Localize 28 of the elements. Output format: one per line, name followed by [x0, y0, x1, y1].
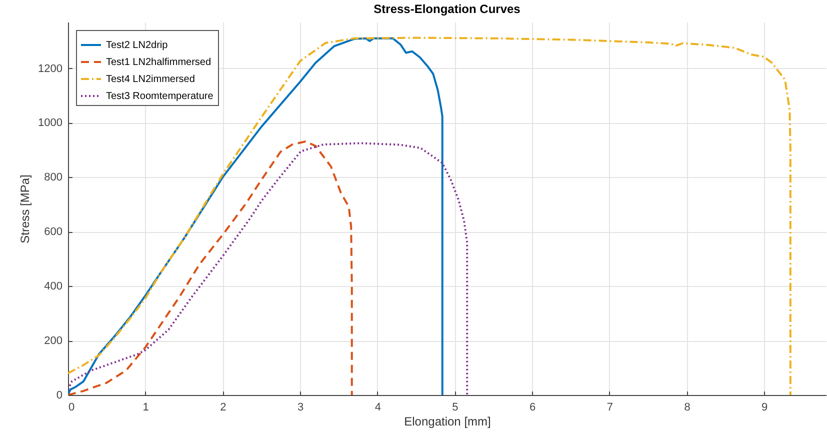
legend-label: Test1 LN2halfimmersed — [106, 57, 212, 68]
x-tick-label: 3 — [297, 402, 304, 414]
x-tick-label: 0 — [68, 402, 75, 414]
chart-title: Stress-Elongation Curves — [374, 2, 521, 16]
x-tick-label: 6 — [530, 402, 536, 414]
y-tick-label: 800 — [44, 172, 62, 184]
line-series — [68, 142, 468, 395]
y-axis-title: Stress [MPa] — [18, 174, 32, 244]
x-tick-label: 8 — [684, 402, 690, 414]
y-tick-label: 1000 — [38, 117, 62, 130]
x-tick-label: 5 — [452, 402, 458, 414]
x-tick-label: 7 — [606, 402, 613, 414]
legend-label: Test3 Roomtemperature — [106, 91, 214, 102]
y-tick-label: 0 — [56, 390, 62, 402]
x-axis-title: Elongation [mm] — [404, 414, 491, 428]
x-tick-label: 1 — [142, 402, 149, 414]
line-series — [68, 36, 792, 395]
legend-label: Test4 LN2immersed — [106, 74, 195, 85]
y-tick-label: 600 — [44, 226, 62, 238]
legend-label: Test2 LN2drip — [106, 40, 168, 51]
x-tick-label: 2 — [220, 402, 226, 414]
y-tick-label: 400 — [44, 280, 62, 293]
line-series — [68, 140, 353, 395]
y-tick-label: 1200 — [38, 62, 62, 75]
y-tick-label: 200 — [44, 335, 62, 348]
line-series — [68, 37, 444, 395]
x-tick-label: 9 — [762, 402, 768, 414]
x-tick-label: 4 — [374, 402, 381, 414]
